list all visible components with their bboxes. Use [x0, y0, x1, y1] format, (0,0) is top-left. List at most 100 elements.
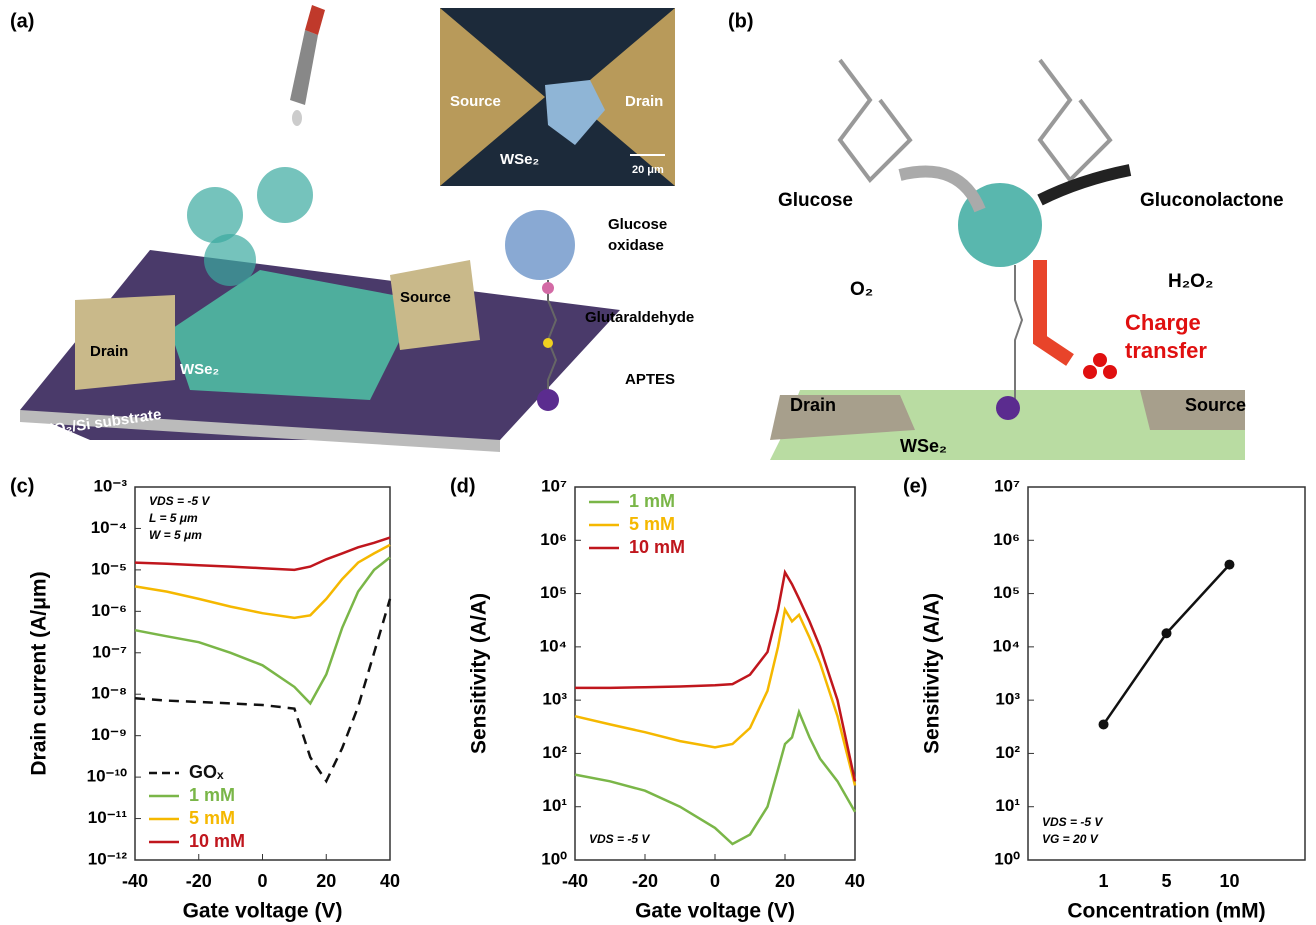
x-tick-label: -40 — [122, 871, 148, 891]
y-tick-label: 10⁻¹¹ — [88, 808, 128, 827]
line-series — [575, 610, 855, 786]
x-tick-label: 20 — [316, 871, 336, 891]
x-tick-label: -40 — [562, 871, 588, 891]
atom — [537, 389, 559, 411]
y-axis-label: Drain current (A/μm) — [28, 571, 51, 775]
device-drain: Drain — [90, 343, 128, 360]
atom — [996, 396, 1020, 420]
y-tick-label: 10³ — [542, 690, 567, 709]
y-tick-label: 10¹ — [542, 796, 567, 815]
plot-frame — [1028, 487, 1305, 860]
x-tick-label: 1 — [1099, 871, 1109, 891]
y-tick-label: 10⁶ — [993, 530, 1020, 549]
annotation: VDS = -5 V — [589, 832, 650, 846]
figure: (a) Drain Source WSe₂ SiO₂/Si substrate … — [0, 0, 1316, 925]
product-label: Gluconolactone — [1140, 190, 1284, 211]
charge-transfer-label-2: transfer — [1125, 338, 1207, 363]
y-tick-label: 10⁴ — [993, 636, 1020, 655]
peroxide-label: H₂O₂ — [1168, 271, 1213, 292]
y-tick-label: 10² — [995, 743, 1020, 762]
panel-b: (b) Glucose Gluconolactone O₂ H₂O₂ Charg… — [728, 10, 1284, 460]
legend-label: 10 mM — [629, 537, 685, 557]
y-tick-label: 10⁰ — [541, 849, 567, 868]
y-tick-label: 10⁻⁶ — [91, 601, 127, 620]
x-tick-label: 0 — [710, 871, 720, 891]
x-axis-label: Concentration (mM) — [1067, 900, 1265, 923]
y-tick-label: 10⁻⁴ — [91, 518, 127, 537]
y-tick-label: 10⁻¹⁰ — [87, 767, 128, 786]
annotation: L = 5 μm — [149, 511, 198, 525]
y-tick-label: 10⁷ — [541, 476, 567, 495]
y-tick-label: 10⁻⁹ — [91, 725, 127, 744]
line-series — [135, 538, 390, 570]
legend-label: 10 mM — [189, 831, 245, 851]
drain-label: Drain — [790, 395, 836, 415]
material-label: WSe₂ — [900, 436, 947, 456]
panel-label: (b) — [728, 10, 754, 32]
plot-frame — [135, 487, 390, 860]
panel-a: (a) Drain Source WSe₂ SiO₂/Si substrate … — [10, 5, 694, 452]
pipette — [290, 30, 318, 105]
y-tick-label: 10⁻⁸ — [91, 684, 127, 703]
y-tick-label: 10² — [542, 743, 567, 762]
atom — [542, 282, 554, 294]
enzyme-label-1: Glucose — [608, 216, 667, 233]
oxygen-label: O₂ — [850, 279, 873, 300]
inset-scale: 20 μm — [632, 164, 664, 176]
y-tick-label: 10⁻¹² — [88, 849, 128, 868]
enzyme — [505, 210, 575, 280]
data-point — [1224, 560, 1234, 570]
line-series — [1104, 565, 1230, 725]
y-tick-label: 10⁴ — [540, 636, 567, 655]
linker-chain — [1015, 265, 1022, 400]
enzyme — [257, 167, 313, 223]
inset-source-label: Source — [450, 93, 501, 110]
glucose-molecule — [840, 60, 910, 180]
data-point — [1162, 628, 1172, 638]
line-series — [575, 572, 855, 781]
gluconolactone-molecule — [1040, 60, 1110, 180]
inset-drain-label: Drain — [625, 93, 663, 110]
panel-label: (e) — [903, 475, 927, 497]
charge-arrow — [1040, 260, 1070, 360]
y-tick-label: 10⁻⁷ — [92, 642, 127, 661]
charge — [1093, 353, 1107, 367]
x-tick-label: 10 — [1219, 871, 1239, 891]
y-tick-label: 10⁰ — [994, 849, 1020, 868]
x-axis-label: Gate voltage (V) — [183, 900, 343, 923]
charge — [1083, 365, 1097, 379]
droplet — [292, 110, 302, 126]
panel-label: (d) — [450, 475, 476, 497]
annotation: VDS = -5 V — [149, 494, 210, 508]
legend-label: GOₓ — [189, 762, 224, 782]
enzyme-label-2: oxidase — [608, 237, 664, 254]
annotation: VG = 20 V — [1042, 832, 1099, 846]
linker-label: Glutaraldehyde — [585, 309, 694, 326]
charge-transfer-label-1: Charge — [1125, 310, 1201, 335]
y-tick-label: 10⁵ — [993, 583, 1020, 602]
line-series — [135, 599, 390, 781]
legend-label: 5 mM — [629, 514, 675, 534]
y-tick-label: 10⁻³ — [93, 476, 127, 495]
y-tick-label: 10⁶ — [540, 530, 567, 549]
x-tick-label: 40 — [380, 871, 400, 891]
line-series — [575, 712, 855, 844]
reactant-label: Glucose — [778, 190, 853, 211]
x-tick-label: 20 — [775, 871, 795, 891]
line-series — [135, 557, 390, 703]
annotation: W = 5 μm — [149, 528, 202, 542]
y-axis-label: Sensitivity (A/A) — [468, 593, 491, 754]
y-tick-label: 10¹ — [995, 796, 1020, 815]
plot-frame — [575, 487, 855, 860]
atom — [543, 338, 553, 348]
silane-label: APTES — [625, 371, 675, 388]
device-source: Source — [400, 289, 451, 306]
x-tick-label: -20 — [632, 871, 658, 891]
y-tick-label: 10⁵ — [540, 583, 567, 602]
enzyme — [204, 234, 256, 286]
inset-material-label: WSe₂ — [500, 151, 539, 168]
panel-label: (c) — [10, 475, 34, 497]
x-tick-label: 40 — [845, 871, 865, 891]
annotation: VDS = -5 V — [1042, 815, 1103, 829]
legend-label: 5 mM — [189, 808, 235, 828]
